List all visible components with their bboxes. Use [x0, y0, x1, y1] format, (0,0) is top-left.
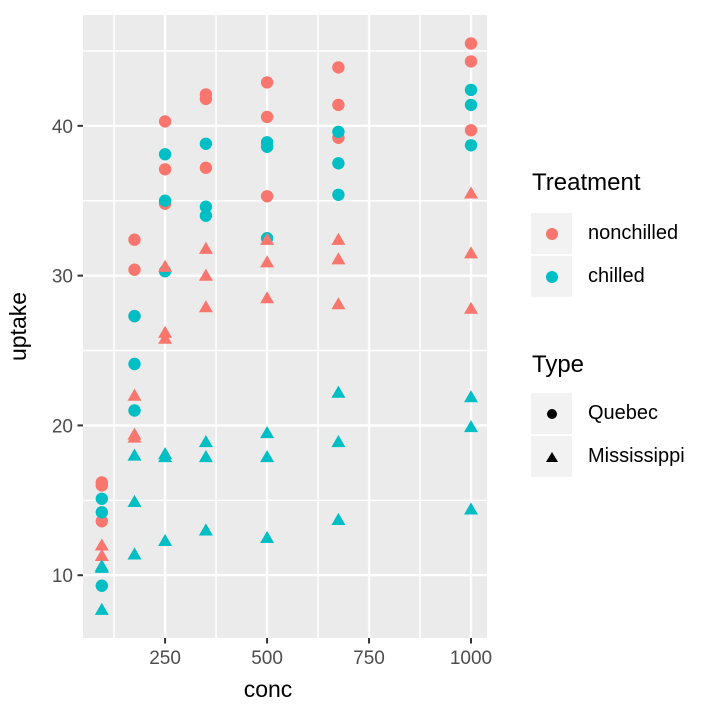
point-quebec-chilled — [464, 83, 478, 97]
point-mississippi-chilled — [198, 523, 213, 536]
x-tick-label: 250 — [149, 648, 181, 669]
y-tick-label: 20 — [52, 416, 73, 437]
point-quebec-chilled — [199, 137, 213, 150]
point-quebec-chilled — [332, 157, 345, 170]
point-mississippi-chilled — [127, 448, 142, 461]
point-mississippi-chilled — [158, 450, 173, 463]
y-tick-label: 30 — [52, 267, 73, 288]
point-mississippi-nonchilled — [331, 297, 346, 310]
point-mississippi-nonchilled — [127, 388, 142, 401]
point-quebec-nonchilled — [158, 115, 172, 128]
point-mississippi-chilled — [464, 420, 478, 433]
point-quebec-nonchilled — [199, 161, 213, 174]
plot-panel — [83, 15, 487, 638]
point-quebec-nonchilled — [158, 163, 172, 176]
point-mississippi-chilled — [260, 426, 275, 439]
point-mississippi-chilled — [260, 450, 275, 463]
y-tick-label: 40 — [52, 117, 73, 138]
point-quebec-chilled — [332, 188, 345, 201]
point-quebec-nonchilled — [95, 515, 109, 528]
point-mississippi-chilled — [198, 435, 213, 448]
point-mississippi-chilled — [94, 559, 109, 572]
point-quebec-chilled — [95, 579, 109, 592]
point-mississippi-chilled — [331, 385, 346, 398]
point-quebec-nonchilled — [260, 190, 274, 203]
point-quebec-nonchilled — [199, 88, 213, 101]
point-mississippi-chilled — [198, 450, 213, 463]
point-mississippi-nonchilled — [158, 331, 173, 344]
point-quebec-nonchilled — [464, 37, 478, 50]
point-quebec-nonchilled — [260, 76, 274, 89]
point-mississippi-nonchilled — [260, 255, 275, 268]
point-mississippi-chilled — [464, 502, 478, 515]
point-quebec-chilled — [260, 136, 274, 149]
point-mississippi-chilled — [158, 533, 173, 546]
point-mississippi-nonchilled — [331, 232, 346, 245]
point-mississippi-nonchilled — [127, 427, 142, 440]
y-axis-title: uptake — [5, 292, 31, 361]
point-quebec-nonchilled — [464, 55, 478, 68]
point-quebec-chilled — [95, 506, 109, 519]
point-mississippi-nonchilled — [260, 232, 275, 245]
x-axis-title: conc — [244, 676, 293, 702]
x-tick-label: 500 — [251, 648, 283, 669]
point-quebec-chilled — [158, 148, 172, 161]
point-quebec-chilled — [199, 209, 213, 222]
point-mississippi-nonchilled — [94, 538, 109, 551]
point-mississippi-chilled — [464, 390, 478, 403]
point-mississippi-nonchilled — [464, 186, 478, 199]
y-tick-label: 10 — [52, 566, 73, 587]
point-quebec-chilled — [199, 200, 213, 213]
point-mississippi-chilled — [127, 494, 142, 507]
x-tick-label: 1000 — [450, 648, 492, 669]
point-quebec-nonchilled — [128, 263, 141, 276]
point-mississippi-nonchilled — [198, 241, 213, 254]
point-mississippi-nonchilled — [260, 291, 275, 304]
point-quebec-chilled — [464, 139, 478, 152]
point-mississippi-chilled — [331, 435, 346, 448]
point-mississippi-chilled — [260, 530, 275, 543]
point-quebec-chilled — [332, 125, 345, 138]
point-quebec-nonchilled — [332, 98, 345, 112]
point-mississippi-nonchilled — [464, 246, 478, 259]
point-mississippi-chilled — [127, 547, 142, 560]
point-mississippi-chilled — [331, 512, 346, 525]
point-quebec-nonchilled — [464, 124, 478, 137]
point-quebec-nonchilled — [95, 476, 109, 489]
point-quebec-chilled — [158, 194, 172, 207]
point-mississippi-nonchilled — [94, 548, 109, 561]
point-mississippi-nonchilled — [464, 301, 478, 314]
point-quebec-chilled — [128, 404, 141, 417]
x-tick-label: 750 — [353, 648, 385, 669]
point-mississippi-nonchilled — [331, 252, 346, 265]
point-quebec-chilled — [128, 357, 141, 371]
point-mississippi-chilled — [94, 602, 109, 615]
point-quebec-chilled — [95, 492, 109, 505]
point-mississippi-nonchilled — [158, 259, 173, 272]
point-mississippi-nonchilled — [198, 300, 213, 313]
point-quebec-nonchilled — [128, 233, 141, 246]
point-quebec-nonchilled — [332, 61, 345, 74]
point-mississippi-nonchilled — [198, 268, 213, 281]
point-quebec-chilled — [128, 309, 141, 323]
point-quebec-chilled — [464, 98, 478, 112]
point-quebec-nonchilled — [260, 110, 274, 124]
